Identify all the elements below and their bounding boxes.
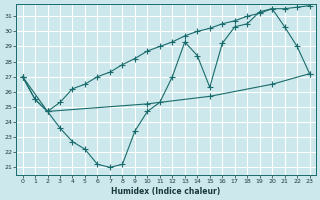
X-axis label: Humidex (Indice chaleur): Humidex (Indice chaleur)	[111, 187, 221, 196]
